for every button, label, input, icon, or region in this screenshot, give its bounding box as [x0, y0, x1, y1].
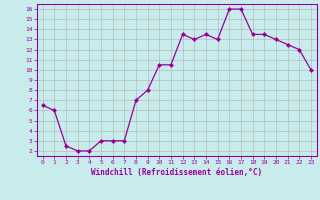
- X-axis label: Windchill (Refroidissement éolien,°C): Windchill (Refroidissement éolien,°C): [91, 168, 262, 177]
